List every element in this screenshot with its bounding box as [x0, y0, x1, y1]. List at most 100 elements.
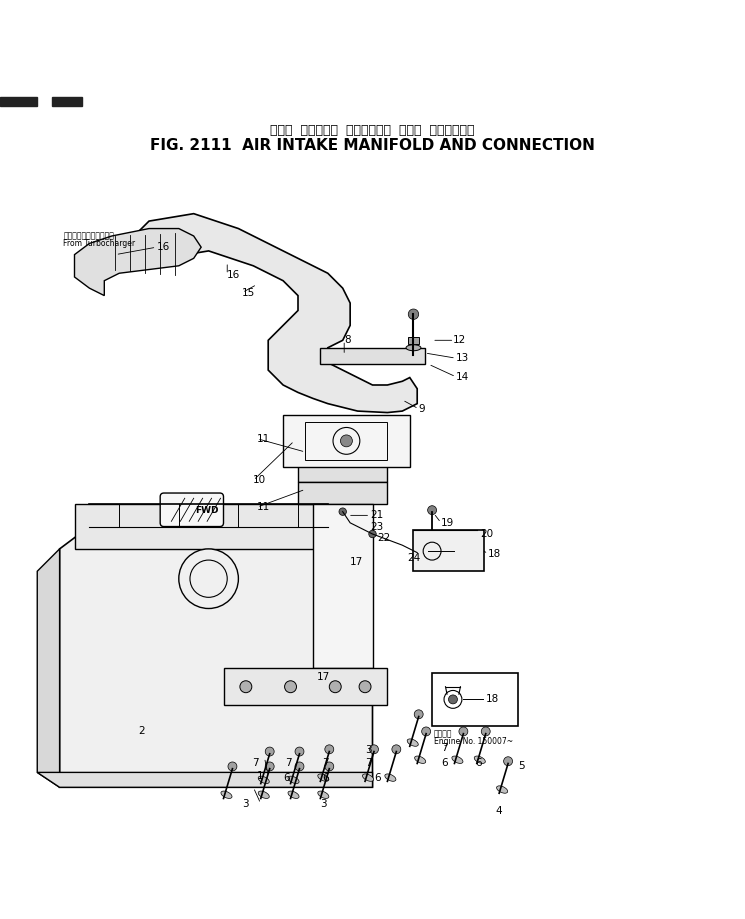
Text: 12: 12 [453, 335, 466, 346]
Circle shape [422, 727, 431, 736]
Text: From Turbocharger: From Turbocharger [63, 239, 136, 248]
Circle shape [504, 756, 513, 766]
Text: 16: 16 [227, 270, 241, 279]
Text: 17: 17 [317, 672, 330, 682]
Circle shape [339, 508, 346, 516]
Circle shape [329, 681, 341, 693]
Text: Engine No. 150007~: Engine No. 150007~ [434, 737, 513, 745]
Text: 15: 15 [242, 288, 256, 298]
Circle shape [481, 727, 490, 736]
Text: 14: 14 [456, 372, 469, 381]
Ellipse shape [452, 756, 463, 764]
Text: 11: 11 [257, 434, 270, 444]
Text: 21: 21 [370, 510, 384, 520]
Circle shape [414, 709, 423, 719]
Text: 6: 6 [475, 757, 482, 767]
Circle shape [265, 762, 274, 771]
Circle shape [392, 744, 401, 754]
Polygon shape [313, 505, 372, 668]
Text: 22: 22 [378, 533, 391, 543]
Circle shape [370, 744, 378, 754]
Text: 18: 18 [486, 695, 499, 704]
Ellipse shape [318, 791, 329, 799]
Text: 6: 6 [441, 757, 448, 767]
Circle shape [359, 681, 371, 693]
Text: 6: 6 [322, 773, 329, 783]
Text: 9: 9 [419, 403, 425, 414]
Ellipse shape [288, 791, 299, 799]
Text: 10: 10 [253, 475, 267, 485]
Text: 3: 3 [365, 745, 372, 755]
Text: 適用専用: 適用専用 [434, 729, 452, 738]
Polygon shape [298, 452, 387, 482]
Ellipse shape [259, 791, 269, 799]
Text: 11: 11 [257, 502, 270, 512]
Polygon shape [119, 213, 417, 413]
Ellipse shape [406, 345, 421, 351]
Circle shape [408, 309, 419, 320]
Ellipse shape [221, 791, 232, 799]
Circle shape [428, 505, 437, 515]
Ellipse shape [318, 774, 329, 781]
Bar [413, 530, 484, 572]
Text: 7: 7 [252, 757, 259, 767]
Text: 3: 3 [320, 799, 327, 809]
Polygon shape [74, 229, 201, 296]
Ellipse shape [408, 739, 418, 746]
Text: 6: 6 [283, 773, 290, 783]
Text: エアー  インテーク  マニホールド  および  コネクション: エアー インテーク マニホールド および コネクション [270, 124, 475, 137]
Text: 17: 17 [350, 557, 364, 567]
Circle shape [295, 762, 304, 771]
FancyBboxPatch shape [160, 493, 224, 527]
Circle shape [369, 530, 376, 538]
Ellipse shape [475, 756, 485, 764]
Text: 5: 5 [518, 762, 524, 771]
Circle shape [265, 747, 274, 756]
Text: 7: 7 [285, 757, 292, 767]
Text: 3: 3 [242, 799, 249, 809]
Text: FIG. 2111  AIR INTAKE MANIFOLD AND CONNECTION: FIG. 2111 AIR INTAKE MANIFOLD AND CONNEC… [150, 138, 595, 153]
Text: 2: 2 [138, 726, 145, 736]
Polygon shape [283, 414, 410, 467]
Circle shape [448, 695, 457, 704]
Text: 1: 1 [257, 771, 264, 781]
Polygon shape [60, 527, 372, 788]
Bar [0, 96, 37, 106]
Polygon shape [74, 505, 328, 549]
Ellipse shape [415, 756, 425, 764]
Polygon shape [37, 549, 60, 788]
Text: FWD: FWD [195, 505, 219, 515]
Text: 16: 16 [156, 243, 170, 252]
Ellipse shape [497, 786, 507, 793]
Text: 7: 7 [365, 757, 372, 767]
Text: 24: 24 [408, 553, 421, 562]
Polygon shape [298, 482, 387, 505]
Text: 7: 7 [322, 757, 329, 767]
Polygon shape [224, 668, 387, 706]
Text: 19: 19 [441, 517, 454, 528]
Text: 7: 7 [441, 743, 448, 753]
Text: 13: 13 [456, 353, 469, 363]
Circle shape [325, 762, 334, 771]
Circle shape [459, 727, 468, 736]
Ellipse shape [385, 774, 396, 781]
Polygon shape [37, 772, 372, 788]
Bar [52, 96, 82, 106]
Text: 6: 6 [375, 773, 381, 783]
Circle shape [325, 744, 334, 754]
Text: 20: 20 [481, 529, 494, 539]
Circle shape [295, 747, 304, 756]
Bar [432, 673, 518, 726]
Ellipse shape [363, 774, 373, 781]
Text: 18: 18 [488, 550, 501, 559]
Circle shape [179, 549, 238, 608]
Text: 4: 4 [495, 806, 502, 816]
Circle shape [340, 435, 352, 447]
Polygon shape [320, 347, 425, 364]
Text: ターボチャージャーから: ターボチャージャーから [63, 232, 114, 241]
Ellipse shape [288, 777, 299, 784]
Ellipse shape [259, 777, 269, 784]
Circle shape [285, 681, 297, 693]
Bar [408, 336, 419, 344]
Text: 23: 23 [370, 522, 384, 531]
